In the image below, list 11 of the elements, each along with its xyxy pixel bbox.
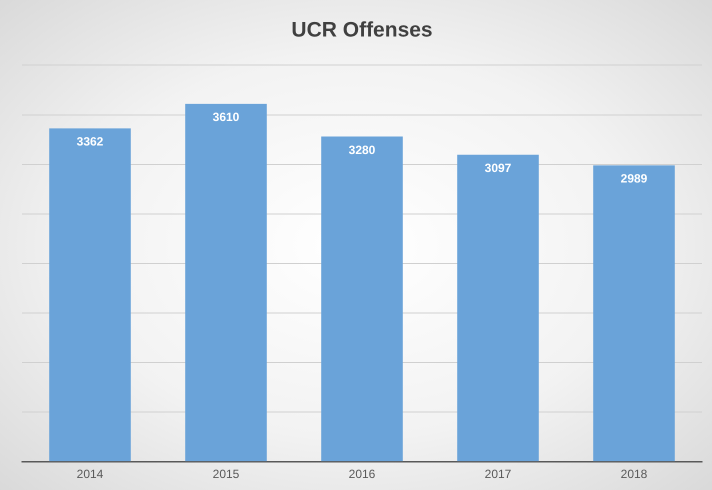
x-tick-label: 2018 [620, 467, 648, 482]
x-tick-label: 2014 [76, 467, 104, 482]
chart-title: UCR Offenses [291, 18, 433, 42]
data-label: 3362 [76, 134, 104, 149]
x-tick-label: 2017 [484, 467, 512, 482]
data-label: 3610 [212, 110, 240, 124]
x-tick-label: 2015 [212, 467, 240, 482]
data-label: 3097 [484, 161, 512, 175]
data-label: 2989 [620, 172, 648, 186]
x-tick-label: 2016 [348, 467, 376, 482]
data-label: 3280 [348, 142, 376, 157]
